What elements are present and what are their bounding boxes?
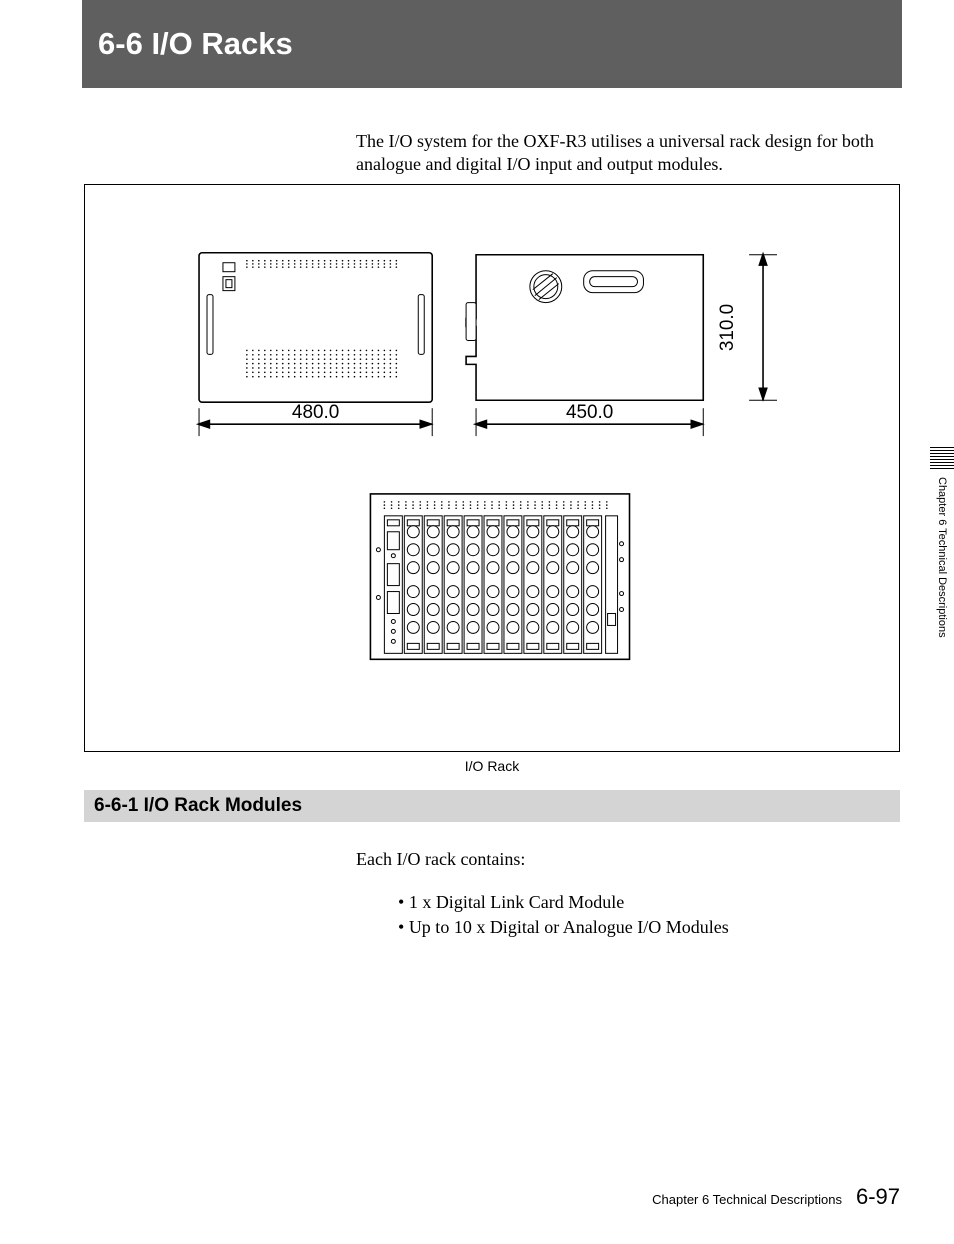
footer-page-number: 6-97 bbox=[856, 1184, 900, 1210]
side-view bbox=[466, 255, 703, 400]
io-module bbox=[464, 516, 482, 654]
dimension-310: 310.0 bbox=[717, 255, 777, 400]
section-heading: 6-6 I/O Racks bbox=[98, 26, 293, 62]
io-module bbox=[564, 516, 582, 654]
list-item: Up to 10 x Digital or Analogue I/O Modul… bbox=[398, 915, 878, 940]
io-module bbox=[444, 516, 462, 654]
subsection-title: I/O Rack Modules bbox=[144, 795, 302, 816]
dim-label-480: 480.0 bbox=[292, 402, 339, 423]
rear-view bbox=[370, 494, 629, 659]
footer-chapter: Chapter 6 Technical Descriptions bbox=[652, 1192, 842, 1207]
section-heading-banner: 6-6 I/O Racks bbox=[82, 0, 902, 88]
intro-paragraph: The I/O system for the OXF-R3 utilises a… bbox=[356, 130, 876, 177]
io-module bbox=[424, 516, 442, 654]
subsection-heading-banner: 6-6-1 I/O Rack Modules bbox=[84, 790, 900, 822]
psu-slot bbox=[606, 516, 618, 654]
dimension-480: 480.0 bbox=[199, 402, 432, 436]
io-module bbox=[504, 516, 522, 654]
io-module bbox=[404, 516, 422, 654]
control-module bbox=[384, 516, 402, 654]
side-tab-label: Chapter 6 Technical Descriptions bbox=[936, 477, 948, 638]
side-tab: Chapter 6 Technical Descriptions bbox=[930, 447, 954, 667]
dim-label-310: 310.0 bbox=[717, 304, 738, 351]
list-item: 1 x Digital Link Card Module bbox=[398, 890, 878, 915]
section-number: 6-6 bbox=[98, 26, 143, 61]
page-footer: Chapter 6 Technical Descriptions 6-97 bbox=[84, 1184, 900, 1210]
io-module bbox=[524, 516, 542, 654]
figure-svg: 480.0 450.0 310.0 bbox=[85, 185, 899, 751]
io-module bbox=[584, 516, 602, 654]
io-module bbox=[484, 516, 502, 654]
subsection-number: 6-6-1 bbox=[94, 795, 138, 816]
modules-intro: Each I/O rack contains: bbox=[356, 846, 876, 874]
dimension-450: 450.0 bbox=[476, 402, 703, 436]
section-title: I/O Racks bbox=[151, 26, 292, 61]
front-view bbox=[199, 253, 432, 402]
dim-label-450: 450.0 bbox=[566, 402, 613, 423]
io-module bbox=[544, 516, 562, 654]
side-tab-bars bbox=[930, 447, 954, 471]
subsection-heading: 6-6-1 I/O Rack Modules bbox=[94, 795, 302, 817]
figure-caption: I/O Rack bbox=[84, 758, 900, 774]
figure-frame: 480.0 450.0 310.0 bbox=[84, 184, 900, 752]
modules-list: 1 x Digital Link Card Module Up to 10 x … bbox=[398, 890, 878, 940]
